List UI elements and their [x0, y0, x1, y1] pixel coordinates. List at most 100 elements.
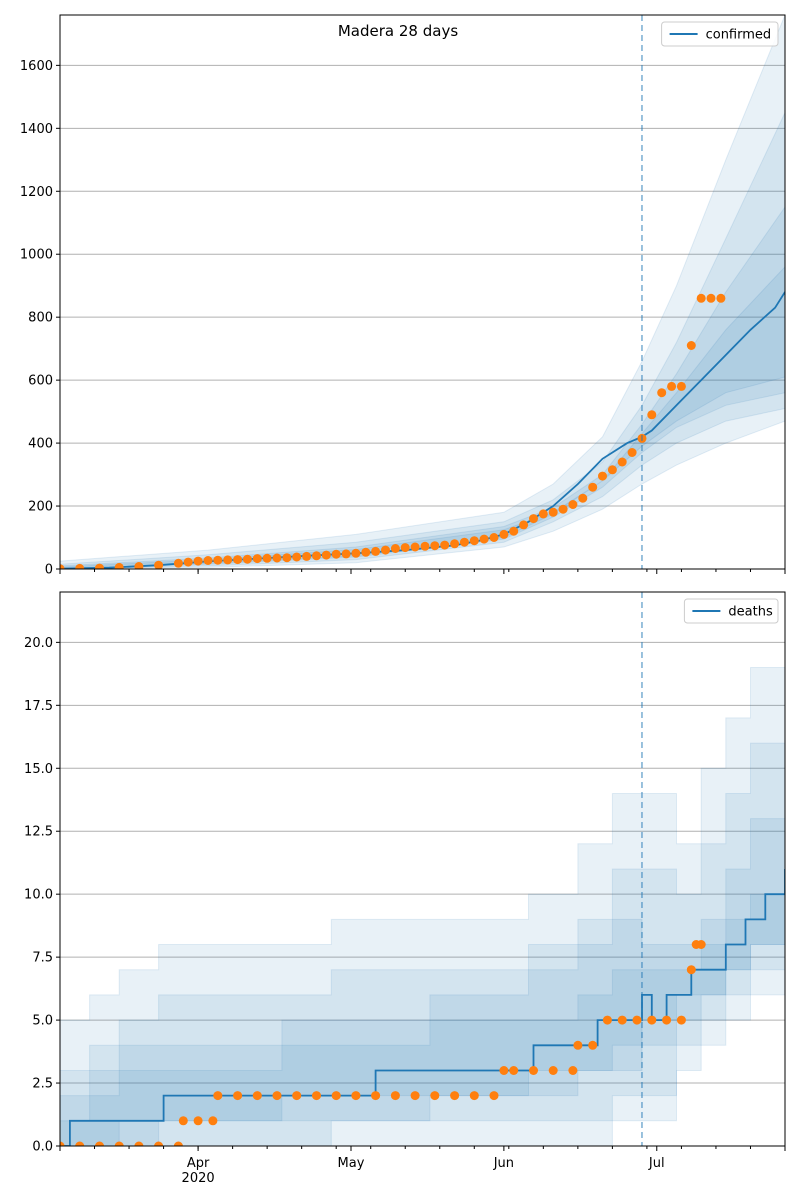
- observed-data-point: [440, 540, 450, 550]
- observed-data-point: [716, 293, 726, 303]
- uncertainty-band-2: [60, 112, 785, 569]
- y-tick-label: 17.5: [24, 699, 53, 714]
- observed-data-point: [292, 1091, 302, 1101]
- observed-data-point: [696, 293, 706, 303]
- observed-data-point: [233, 555, 243, 565]
- observed-data-point: [134, 1141, 144, 1146]
- uncertainty-band-1: [60, 15, 785, 569]
- observed-data-point: [410, 1091, 420, 1101]
- observed-data-point: [331, 549, 341, 559]
- observed-data-point: [154, 560, 164, 569]
- observed-data-point: [617, 1015, 627, 1025]
- x-tick-label: Jul: [648, 1156, 665, 1171]
- observed-data-point: [361, 547, 371, 557]
- y-tick-label: 1000: [20, 248, 53, 263]
- x-tick-label: Jun: [493, 1156, 514, 1171]
- observed-data-point: [519, 520, 529, 530]
- observed-data-point: [627, 448, 637, 457]
- observed-data-point: [193, 1116, 203, 1126]
- legend-box: [683, 598, 779, 624]
- observed-data-point: [390, 1091, 400, 1101]
- observed-data-point: [686, 965, 696, 975]
- observed-data-point: [696, 940, 706, 949]
- observed-data-point: [75, 563, 85, 569]
- observed-data-point: [573, 1040, 583, 1050]
- observed-data-point: [203, 556, 213, 565]
- observed-data-point: [351, 548, 361, 558]
- observed-data-point: [558, 504, 568, 514]
- legend-box: [661, 21, 779, 47]
- observed-data-point: [371, 546, 381, 556]
- observed-data-point: [341, 549, 351, 559]
- observed-data-point: [459, 537, 469, 547]
- observed-data-point: [676, 1015, 686, 1025]
- observed-data-point: [95, 1141, 104, 1146]
- observed-data-point: [233, 1091, 243, 1101]
- observed-data-point: [282, 553, 292, 563]
- observed-data-point: [588, 482, 598, 492]
- y-tick-label: 200: [28, 500, 53, 515]
- observed-data-point: [60, 1141, 65, 1146]
- observed-data-point: [302, 551, 312, 561]
- observed-data-point: [272, 1091, 282, 1101]
- observed-data-point: [95, 563, 104, 569]
- y-tick-label: 600: [28, 374, 53, 389]
- observed-data-point: [173, 1141, 183, 1146]
- uncertainty-band-1: [60, 592, 785, 1146]
- observed-data-point: [213, 555, 223, 565]
- observed-data-point: [499, 529, 509, 539]
- observed-data-point: [632, 1015, 642, 1025]
- observed-data-point: [183, 557, 193, 567]
- observed-data-point: [262, 553, 272, 563]
- chart-title: Madera 28 days: [338, 22, 458, 40]
- observed-data-point: [657, 388, 667, 398]
- x-tick-label: May: [338, 1156, 365, 1171]
- observed-data-point: [312, 551, 321, 561]
- x-tick-label: Apr: [187, 1156, 210, 1171]
- observed-data-point: [400, 543, 410, 553]
- observed-data-point: [223, 555, 233, 565]
- observed-data-point: [548, 507, 558, 517]
- y-tick-label: 2.5: [32, 1077, 53, 1092]
- observed-data-point: [479, 534, 489, 544]
- deaths-panel: 0.0 2.5 5.0 7.5 10.0 12.5 15.0 17.5 20.0 Apr May Ju…: [24, 591, 786, 1186]
- confirmed-panel: 0 200 400 600 800 1000 1200 1400 1600 confirmed: [20, 14, 786, 578]
- observed-data-point: [509, 1066, 519, 1075]
- observed-data-point: [114, 1141, 124, 1146]
- observed-data-point: [292, 552, 302, 562]
- observed-data-point: [430, 1091, 440, 1101]
- observed-data-point: [588, 1040, 598, 1050]
- observed-data-point: [410, 542, 420, 552]
- observed-data-point: [331, 1091, 341, 1101]
- y-tick-label: 800: [28, 311, 53, 326]
- y-tick-label: 10.0: [24, 888, 53, 903]
- y-tick-label: 15.0: [24, 762, 53, 777]
- observed-data-point: [568, 500, 578, 509]
- observed-data-point: [75, 1141, 85, 1146]
- observed-data-point: [321, 550, 331, 560]
- observed-data-point: [607, 465, 617, 475]
- observed-data-point: [469, 536, 479, 546]
- uncertainty-band-3: [60, 768, 785, 1146]
- observed-data-point: [193, 556, 203, 566]
- observed-data-point: [617, 457, 627, 467]
- observed-data-point: [213, 1091, 223, 1101]
- y-tick-label: 400: [28, 437, 53, 452]
- observed-data-point: [312, 1091, 321, 1101]
- observed-data-point: [598, 471, 607, 481]
- observed-data-point: [242, 554, 252, 564]
- observed-data-point: [178, 1116, 188, 1126]
- observed-data-point: [114, 562, 124, 569]
- observed-data-point: [667, 381, 677, 391]
- axes-frame: [59, 591, 786, 1147]
- plot-area: [60, 592, 785, 1146]
- observed-data-point: [578, 493, 588, 503]
- observed-data-point: [450, 1091, 460, 1101]
- y-tick-label: 1400: [20, 122, 53, 137]
- observed-data-point: [529, 514, 538, 524]
- y-tick-label: 0.0: [32, 1140, 53, 1155]
- legend-label: deaths: [728, 605, 773, 620]
- observed-data-point: [430, 541, 440, 551]
- y-tick-label: 5.0: [32, 1014, 53, 1029]
